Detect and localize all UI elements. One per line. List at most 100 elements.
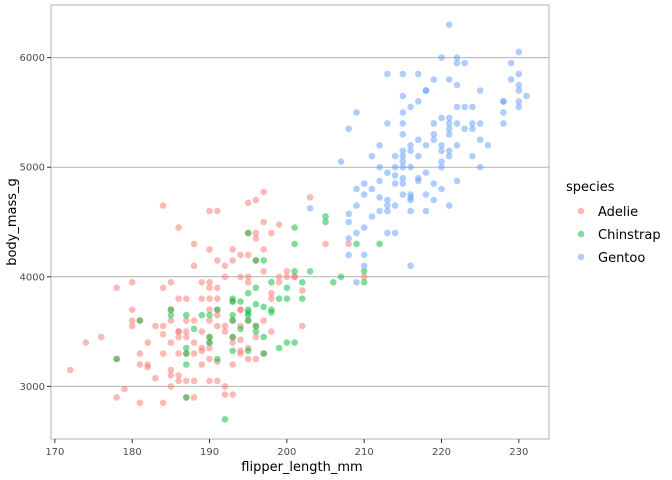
point-adelie (183, 317, 190, 324)
point-adelie (159, 399, 167, 407)
point-adelie (283, 273, 291, 281)
point-gentoo (353, 279, 360, 286)
point-adelie (121, 385, 128, 393)
legend-label-gentoo: Gentoo (598, 251, 645, 266)
point-adelie (252, 196, 260, 204)
point-gentoo (407, 147, 414, 155)
point-gentoo (438, 142, 445, 149)
point-chinstrap (252, 328, 260, 335)
point-chinstrap (268, 309, 275, 316)
point-chinstrap (229, 295, 236, 303)
point-gentoo (507, 76, 515, 83)
point-chinstrap (291, 268, 298, 275)
point-adelie (229, 361, 236, 368)
point-gentoo (515, 87, 523, 94)
point-gentoo (391, 163, 399, 171)
point-gentoo (407, 103, 414, 111)
point-adelie (214, 295, 221, 303)
point-gentoo (430, 131, 438, 138)
point-chinstrap (206, 311, 213, 319)
point-adelie (214, 322, 221, 330)
point-adelie (136, 361, 144, 368)
point-chinstrap (190, 325, 198, 333)
point-gentoo (453, 54, 461, 61)
point-gentoo (438, 114, 445, 122)
point-adelie (244, 355, 252, 363)
point-adelie (128, 317, 136, 324)
y-tick-label: 4000 (20, 272, 45, 283)
point-gentoo (407, 207, 414, 215)
point-gentoo (353, 109, 360, 116)
point-chinstrap (283, 295, 291, 303)
point-chinstrap (360, 268, 368, 275)
point-gentoo (515, 81, 523, 89)
point-chinstrap (183, 350, 190, 357)
point-chinstrap (283, 284, 291, 292)
point-adelie (206, 279, 213, 286)
point-gentoo (515, 70, 523, 78)
point-gentoo (360, 262, 368, 270)
point-chinstrap (291, 339, 298, 346)
point-gentoo (407, 163, 414, 171)
x-tick-label: 180 (123, 447, 142, 458)
point-adelie (221, 322, 229, 330)
point-gentoo (422, 169, 430, 176)
point-gentoo (399, 180, 407, 187)
point-adelie (237, 306, 244, 314)
point-adelie (252, 333, 260, 341)
point-adelie (206, 377, 213, 385)
point-adelie (152, 322, 159, 330)
point-adelie (229, 246, 236, 253)
point-chinstrap (322, 213, 329, 220)
point-adelie (198, 295, 206, 303)
point-gentoo (430, 120, 438, 127)
point-gentoo (438, 158, 445, 165)
point-chinstrap (268, 279, 275, 286)
point-adelie (175, 377, 182, 385)
point-chinstrap (260, 350, 268, 357)
point-adelie (206, 295, 213, 303)
point-gentoo (337, 158, 345, 165)
point-adelie (159, 322, 167, 330)
point-adelie (159, 202, 167, 209)
point-chinstrap (244, 347, 252, 355)
point-gentoo (399, 152, 407, 160)
point-adelie (183, 328, 190, 335)
point-chinstrap (291, 224, 298, 231)
point-chinstrap (244, 289, 252, 297)
point-gentoo (430, 180, 438, 187)
point-gentoo (422, 191, 430, 198)
point-gentoo (384, 229, 391, 237)
point-adelie (128, 279, 136, 286)
point-gentoo (353, 185, 360, 193)
point-gentoo (399, 147, 407, 155)
point-adelie (198, 328, 206, 335)
y-tick-label: 6000 (20, 53, 45, 64)
point-adelie (206, 207, 213, 215)
point-gentoo (407, 194, 414, 201)
point-gentoo (461, 125, 469, 133)
point-gentoo (399, 191, 407, 198)
point-chinstrap (183, 344, 190, 352)
point-adelie (229, 257, 236, 264)
point-adelie (345, 240, 353, 248)
point-adelie (268, 229, 275, 237)
point-adelie (159, 284, 167, 292)
point-adelie (82, 339, 90, 346)
point-gentoo (453, 103, 461, 111)
point-adelie (183, 333, 190, 341)
point-chinstrap (252, 300, 260, 308)
point-gentoo (500, 120, 507, 127)
point-adelie (190, 394, 198, 401)
point-adelie (152, 374, 159, 382)
point-gentoo (306, 205, 314, 212)
point-gentoo (500, 109, 507, 116)
point-gentoo (445, 152, 453, 160)
point-adelie (244, 199, 252, 207)
point-chinstrap (229, 333, 236, 341)
point-adelie (244, 251, 252, 259)
point-gentoo (476, 87, 484, 94)
point-gentoo (445, 120, 453, 127)
point-adelie (190, 350, 198, 357)
point-gentoo (391, 152, 399, 160)
